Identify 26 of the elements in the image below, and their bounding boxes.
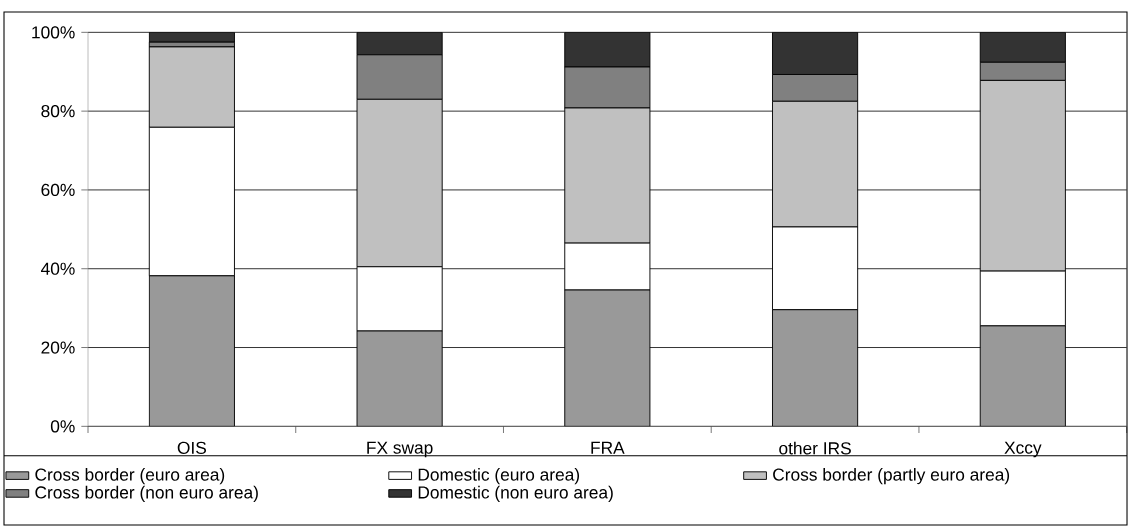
y-tick-label: 0% <box>50 420 75 433</box>
x-tick-label: Xccy <box>1004 441 1042 458</box>
legend-label: Domestic (euro area) <box>418 468 580 485</box>
x-tick-label: FRA <box>591 441 625 454</box>
bar <box>979 32 1066 63</box>
legend-label: Cross border (non euro area) <box>35 485 258 503</box>
bar <box>148 275 235 427</box>
x-tick-label: OIS <box>177 441 207 454</box>
bar <box>772 309 859 427</box>
bar <box>564 32 651 68</box>
x-tick-label: FX swap <box>367 441 433 458</box>
legend-label: Domestic (non euro area) <box>418 485 613 503</box>
y-tick-label: 60% <box>41 183 75 197</box>
bar <box>772 32 859 75</box>
bar <box>979 325 1066 427</box>
legend-label: Cross border (partly euro area) <box>773 468 1010 485</box>
bar <box>356 330 443 427</box>
legend-label: Cross border (euro area) <box>35 468 225 485</box>
bar <box>148 32 235 43</box>
bar <box>564 289 651 427</box>
y-tick-label: 20% <box>41 341 75 354</box>
bar <box>356 32 443 56</box>
y-tick-label: 100% <box>32 26 75 39</box>
y-tick-label: 40% <box>41 262 75 275</box>
x-tick-label: other IRS <box>779 441 851 455</box>
y-tick-label: 80% <box>41 104 75 118</box>
